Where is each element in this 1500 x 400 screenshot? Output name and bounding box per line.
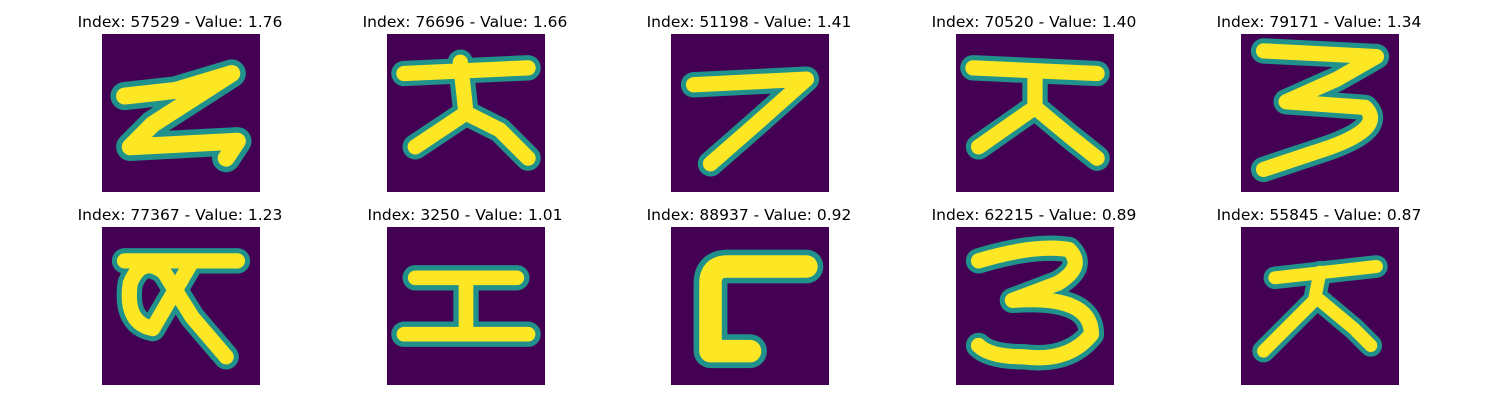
panel-title: Index: 57529 - Value: 1.76 xyxy=(77,13,283,31)
panel-2: Index: 76696 - Value: 1.66 xyxy=(325,12,605,202)
panel-title: Index: 3250 - Value: 1.01 xyxy=(367,206,563,224)
panel-title: Index: 88937 - Value: 0.92 xyxy=(646,206,852,224)
panel-5: Index: 79171 - Value: 1.34 xyxy=(1179,12,1459,202)
glyph-corner-icon xyxy=(671,227,829,385)
panel-3: Index: 51198 - Value: 1.41 xyxy=(609,12,889,202)
glyph-da-icon xyxy=(1241,227,1399,385)
panel-6: Index: 77367 - Value: 1.23 xyxy=(40,205,320,395)
panel-4: Index: 70520 - Value: 1.40 xyxy=(894,12,1174,202)
panel-9: Index: 62215 - Value: 0.89 xyxy=(894,205,1174,395)
digit-three-icon xyxy=(956,227,1114,385)
panel-title: Index: 76696 - Value: 1.66 xyxy=(362,13,568,31)
panel-title: Index: 70520 - Value: 1.40 xyxy=(931,13,1137,31)
panel-8: Index: 88937 - Value: 0.92 xyxy=(609,205,889,395)
panel-title: Index: 55845 - Value: 0.87 xyxy=(1216,206,1422,224)
panel-10: Index: 55845 - Value: 0.87 xyxy=(1179,205,1459,395)
panel-1: Index: 57529 - Value: 1.76 xyxy=(40,12,320,202)
glyph-gong-icon xyxy=(387,227,545,385)
digit-seven-icon xyxy=(671,34,829,192)
panel-title: Index: 51198 - Value: 1.41 xyxy=(646,13,852,31)
digit-three-icon xyxy=(1241,34,1399,192)
glyph-da-icon xyxy=(956,34,1114,192)
glyph-loop-icon xyxy=(102,227,260,385)
glyph-da-icon xyxy=(387,34,545,192)
panel-title: Index: 77367 - Value: 1.23 xyxy=(77,206,283,224)
panel-7: Index: 3250 - Value: 1.01 xyxy=(325,205,605,395)
panel-title: Index: 62215 - Value: 0.89 xyxy=(931,206,1137,224)
zigzag-z-icon xyxy=(102,34,260,192)
panel-title: Index: 79171 - Value: 1.34 xyxy=(1216,13,1422,31)
